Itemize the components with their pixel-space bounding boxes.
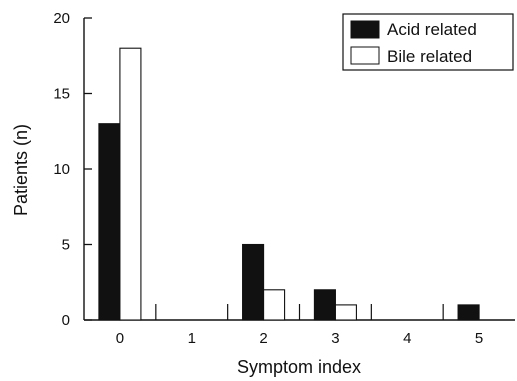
x-ticks: 0 1 2 3 4 5	[116, 304, 483, 347]
bar-bile-related	[334, 304, 357, 321]
x-tick-label: 1	[188, 330, 196, 347]
x-axis: 0 1 2 3 4 5	[84, 304, 515, 347]
y-axis-title: Patients (n)	[11, 124, 31, 216]
bar-acid-related	[98, 123, 121, 321]
legend-label-acid: Acid related	[387, 20, 477, 39]
y-tick-label: 0	[62, 312, 70, 329]
bar-acid-related	[242, 243, 265, 321]
x-tick-label: 0	[116, 330, 124, 347]
bar-acid-related	[457, 304, 480, 321]
legend-swatch-acid	[350, 20, 380, 39]
bar-bile-related	[119, 47, 142, 321]
legend-label-bile: Bile related	[387, 47, 472, 66]
x-tick-label: 5	[475, 330, 483, 347]
y-axis: 0 5 10 15 20	[53, 10, 92, 329]
bar-acid-related	[313, 289, 336, 321]
x-tick-label: 4	[403, 330, 411, 347]
legend-swatch-bile	[350, 46, 380, 65]
y-tick-label: 5	[62, 237, 70, 254]
y-tick-label: 20	[53, 10, 70, 27]
x-axis-title: Symptom index	[237, 357, 361, 377]
y-ticks: 0 5 10 15 20	[53, 10, 92, 329]
y-tick-label: 15	[53, 86, 70, 103]
x-tick-label: 3	[331, 330, 339, 347]
y-tick-label: 10	[53, 161, 70, 178]
bars	[98, 47, 480, 321]
bar-bile-related	[263, 289, 286, 321]
legend: Acid related Bile related	[342, 13, 514, 71]
x-tick-label: 2	[259, 330, 267, 347]
